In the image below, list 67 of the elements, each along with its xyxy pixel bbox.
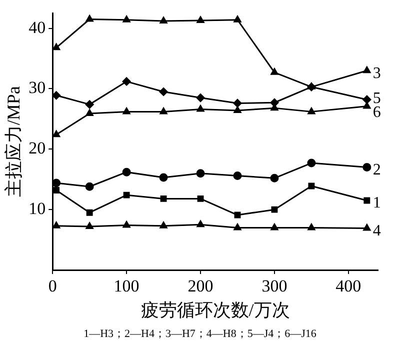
point: [122, 168, 131, 176]
point: [85, 182, 94, 191]
y-tick-label: 30: [28, 78, 46, 98]
point: [160, 222, 168, 228]
point: [122, 221, 130, 228]
point: [86, 222, 94, 229]
point: [160, 107, 168, 114]
point: [86, 109, 94, 116]
point: [196, 16, 204, 23]
point: [122, 77, 131, 86]
x-tick-label: 200: [188, 276, 214, 296]
point: [52, 91, 61, 100]
point: [196, 105, 204, 112]
text: 1—H3；2—H4；3—H7；4—H8；5—J4；6—J16: [82, 327, 318, 341]
point: [363, 102, 371, 109]
point: [234, 106, 242, 113]
point: [85, 100, 94, 109]
point: [363, 224, 371, 231]
point: [52, 130, 60, 138]
point: [122, 107, 130, 114]
point: [270, 68, 278, 75]
x-tick-label: 100: [114, 276, 140, 296]
point: [233, 171, 242, 180]
point: [233, 98, 242, 108]
point: [52, 178, 61, 188]
point: [196, 169, 205, 178]
point: [53, 187, 60, 194]
point: [160, 16, 168, 24]
point: [122, 16, 130, 22]
point: [270, 98, 279, 107]
point: [362, 95, 372, 104]
point: [196, 220, 204, 228]
point: [308, 107, 316, 114]
y-axis-title: 主拉应力/MPa: [4, 86, 24, 198]
point: [271, 206, 278, 213]
point: [363, 66, 371, 74]
point: [52, 43, 60, 50]
point: [86, 209, 93, 216]
series-label: 1: [372, 194, 381, 212]
point: [362, 163, 372, 172]
point: [308, 182, 315, 190]
x-tick-label: 0: [48, 276, 57, 296]
point: [270, 174, 279, 182]
x-axis-title: 疲劳循环次数/万次: [140, 300, 290, 320]
series-label: 2: [372, 161, 381, 178]
series-label: 4: [372, 222, 381, 240]
point: [123, 192, 130, 198]
point: [364, 197, 370, 204]
point: [159, 173, 168, 182]
point: [270, 223, 278, 230]
point: [196, 94, 205, 102]
x-tick-label: 300: [262, 276, 288, 296]
series-label: 3: [372, 64, 381, 82]
point: [234, 16, 242, 22]
point: [160, 195, 167, 202]
point: [159, 88, 168, 96]
point: [234, 223, 242, 230]
point: [234, 212, 241, 218]
y-tick-label: 10: [28, 199, 46, 218]
y-tick-label: 20: [28, 138, 46, 158]
point: [307, 158, 316, 168]
point: [52, 222, 60, 228]
y-tick-label: 40: [28, 18, 46, 37]
point: [197, 195, 204, 202]
point: [308, 223, 316, 230]
point: [86, 14, 94, 22]
x-tick-label: 400: [336, 276, 362, 296]
